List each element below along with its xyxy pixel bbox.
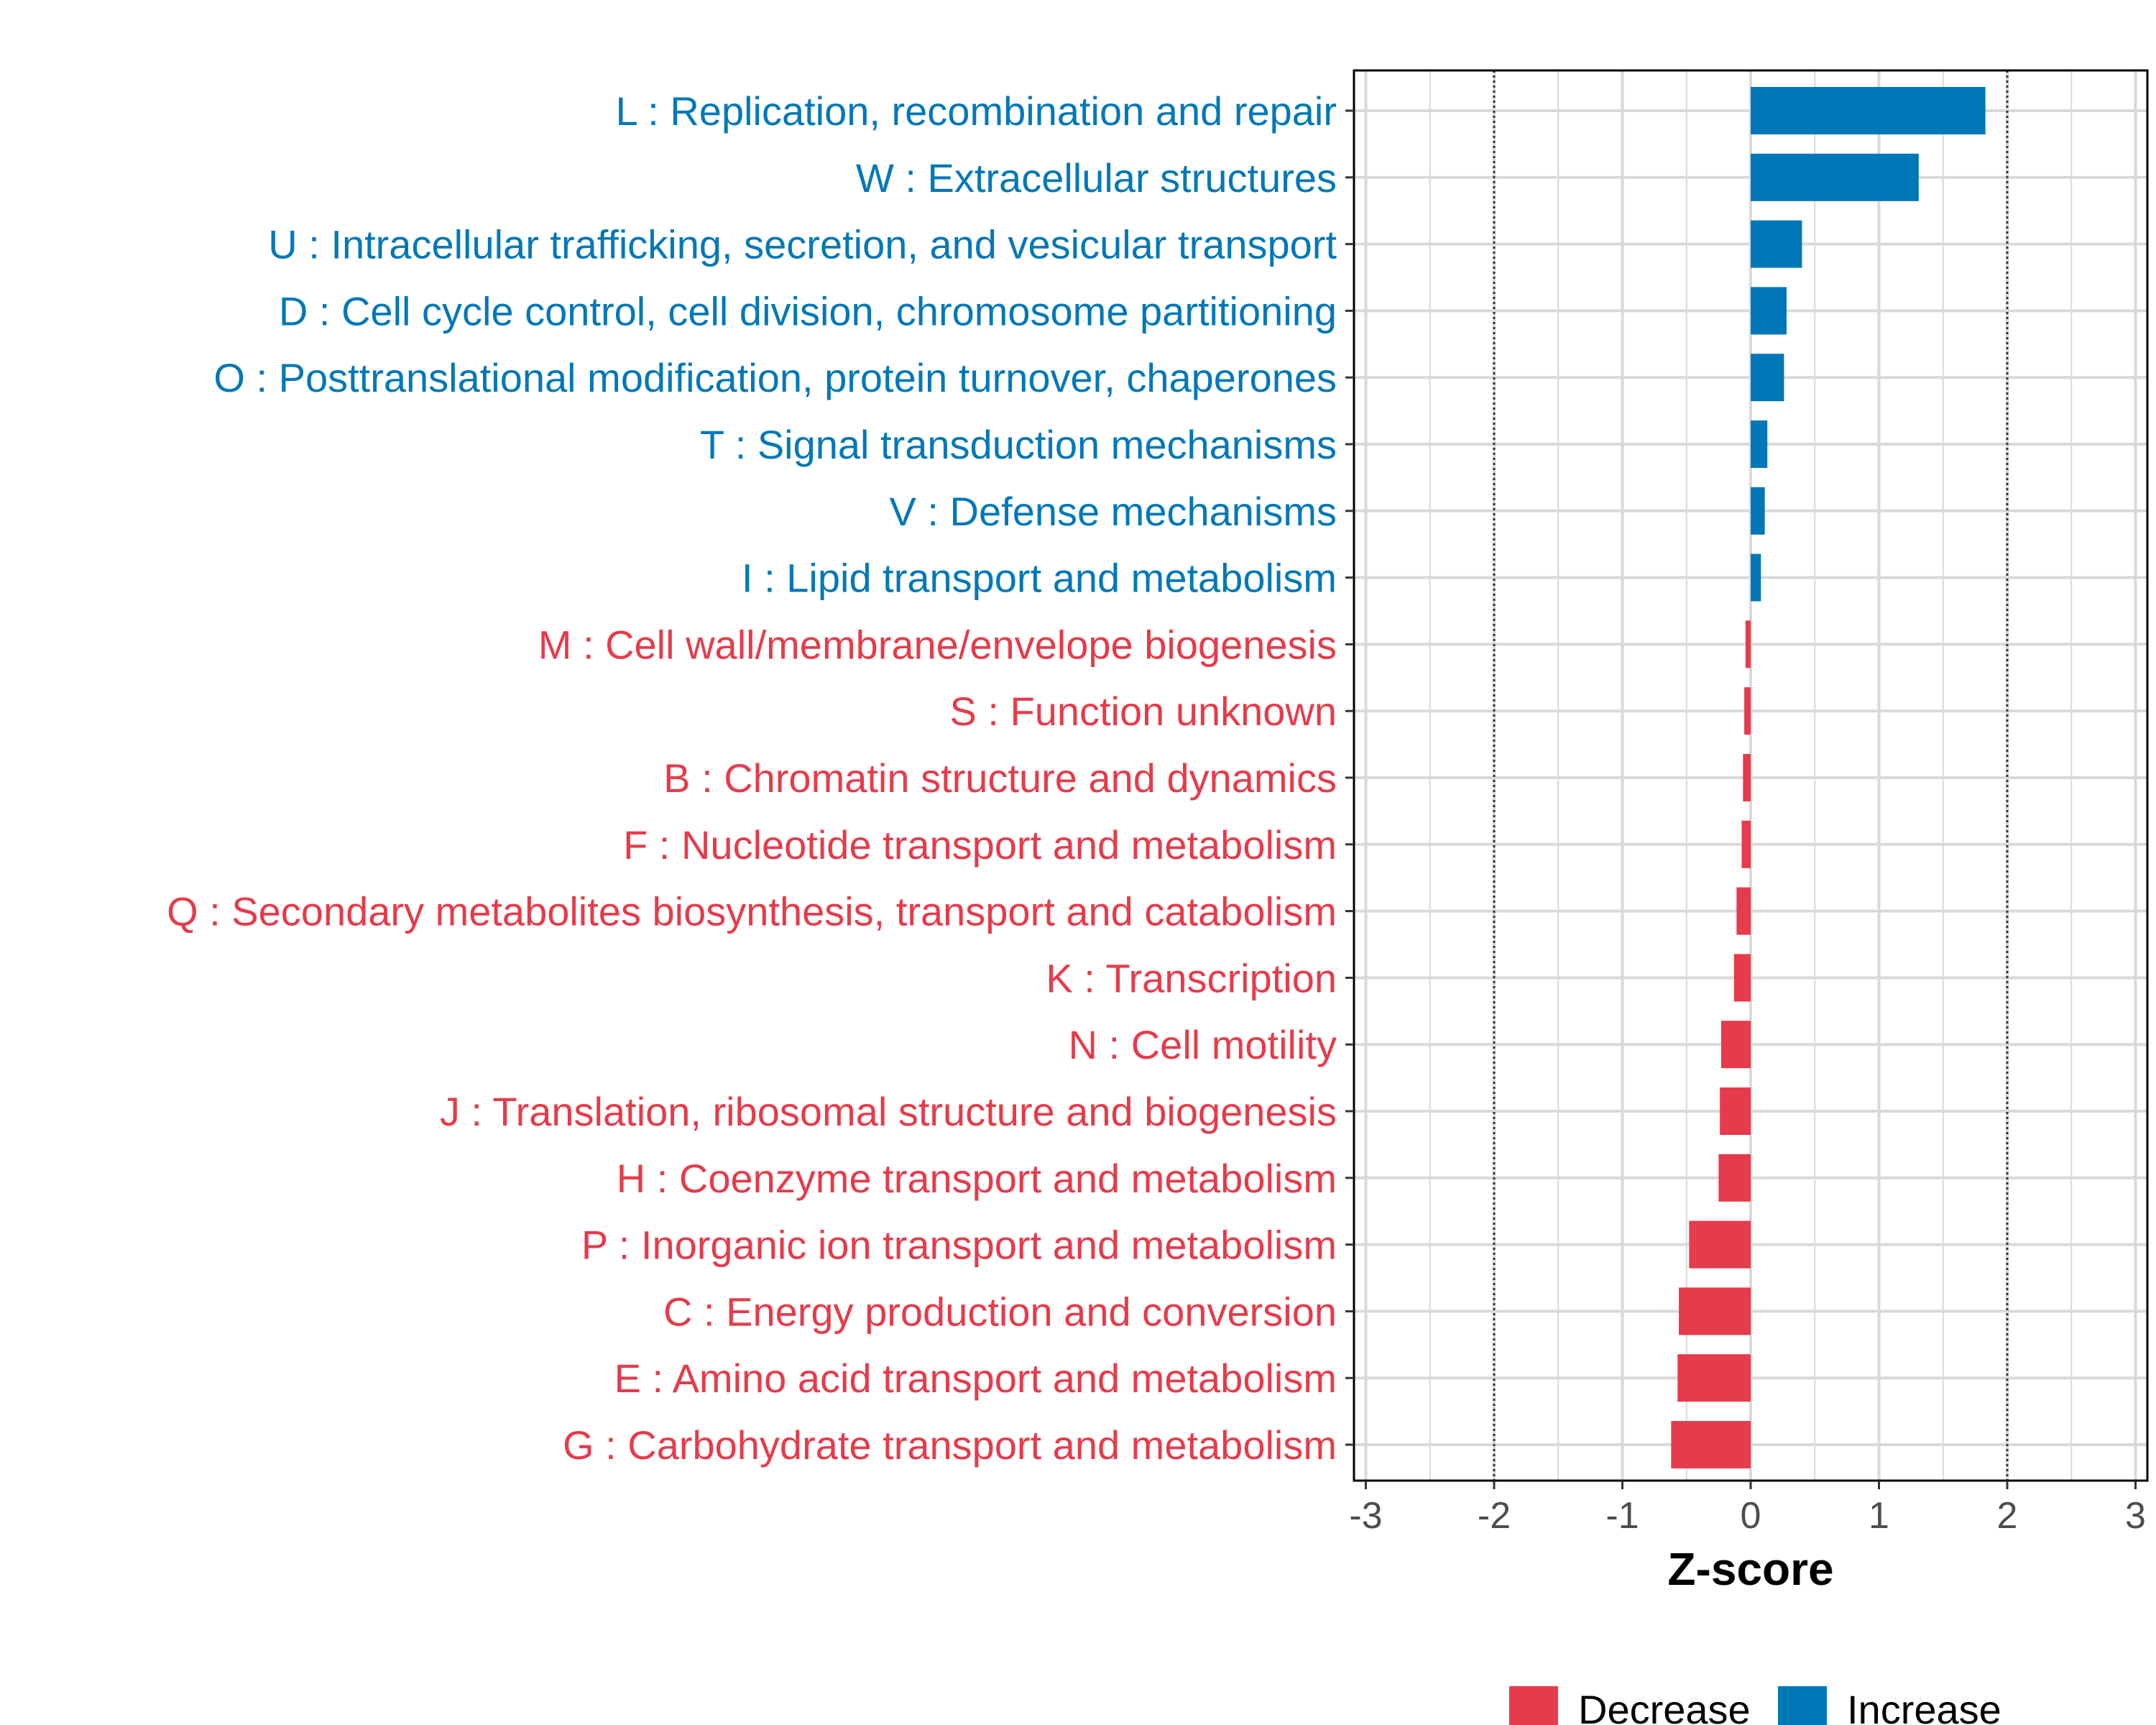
legend: Decrease Increase	[1509, 1686, 2001, 1725]
bar	[1751, 287, 1787, 335]
bar	[1744, 687, 1751, 735]
bar	[1689, 1220, 1751, 1269]
bar	[1671, 1421, 1751, 1468]
x-tick-label: 2	[1997, 1495, 2018, 1537]
y-tick-label: U : Intracellular trafficking, secretion…	[268, 222, 1337, 267]
bar	[1743, 754, 1751, 801]
y-tick-label: V : Defense mechanisms	[890, 489, 1337, 534]
y-tick-label: J : Translation, ribosomal structure and…	[440, 1089, 1337, 1134]
y-tick-label: H : Coenzyme transport and metabolism	[617, 1156, 1337, 1201]
y-tick-label: W : Extracellular structures	[856, 155, 1337, 201]
legend-label: Decrease	[1578, 1687, 1751, 1725]
y-tick-label: C : Energy production and conversion	[663, 1289, 1337, 1334]
y-tick-label: I : Lipid transport and metabolism	[742, 556, 1337, 601]
y-tick-label: E : Amino acid transport and metabolism	[614, 1356, 1337, 1401]
bar	[1736, 887, 1751, 935]
bars	[1671, 87, 1986, 1468]
y-tick-label: L : Replication, recombination and repai…	[616, 88, 1337, 134]
x-tick-label: 1	[1869, 1495, 1889, 1537]
y-tick-label: P : Inorganic ion transport and metaboli…	[581, 1223, 1337, 1268]
y-tick-label: Q : Secondary metabolites biosynthesis, …	[167, 889, 1337, 934]
bar	[1733, 954, 1751, 1002]
bar	[1751, 420, 1768, 468]
bar	[1677, 1354, 1751, 1402]
bar	[1720, 1087, 1751, 1135]
y-tick-label: N : Cell motility	[1069, 1022, 1337, 1067]
y-tick-label: T : Signal transduction mechanisms	[700, 422, 1337, 467]
y-tick-label: O : Posttranslational modification, prot…	[213, 355, 1337, 400]
x-tick-label: 3	[2125, 1495, 2146, 1537]
reference-lines	[1493, 70, 2009, 1481]
bar	[1745, 620, 1751, 668]
bar	[1679, 1287, 1751, 1335]
bar	[1751, 553, 1761, 602]
y-tick-label: D : Cell cycle control, cell division, c…	[279, 288, 1337, 334]
bar	[1720, 1021, 1751, 1069]
legend-label: Increase	[1847, 1687, 2001, 1725]
x-axis-title: Z-score	[1667, 1543, 1833, 1595]
bar	[1751, 153, 1919, 201]
x-tick-label: 0	[1741, 1495, 1761, 1537]
legend-swatch	[1778, 1686, 1827, 1725]
bar	[1751, 220, 1802, 268]
y-tick-label: B : Chromatin structure and dynamics	[663, 755, 1337, 801]
x-tick-label: -1	[1606, 1495, 1639, 1537]
x-axis: -3 -2 -1 0 1 2 3	[1349, 1481, 2146, 1537]
y-axis: L : Replication, recombination and repai…	[167, 88, 1354, 1468]
bar	[1741, 820, 1751, 868]
x-tick-label: -3	[1349, 1495, 1382, 1537]
x-tick-label: -2	[1478, 1495, 1511, 1537]
y-tick-label: F : Nucleotide transport and metabolism	[623, 822, 1337, 868]
bar	[1751, 87, 1986, 134]
y-tick-label: S : Function unknown	[949, 689, 1337, 734]
bar	[1751, 487, 1765, 535]
y-tick-label: K : Transcription	[1046, 955, 1337, 1000]
bar	[1718, 1154, 1751, 1202]
bar	[1751, 354, 1784, 402]
y-tick-label: M : Cell wall/membrane/envelope biogenes…	[538, 622, 1337, 667]
legend-swatch	[1509, 1686, 1558, 1725]
y-tick-label: G : Carbohydrate transport and metabolis…	[563, 1422, 1337, 1468]
